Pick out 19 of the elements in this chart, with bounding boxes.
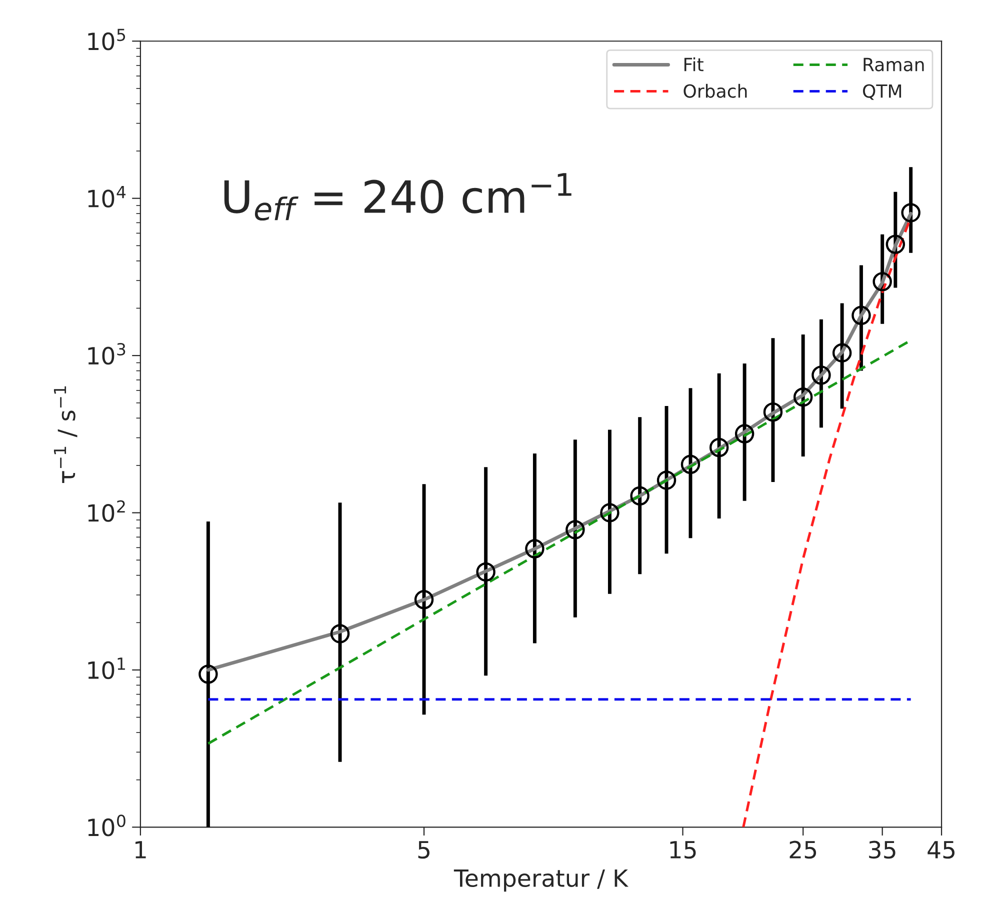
legend-label: QTM	[862, 84, 902, 100]
x-tick-label: 25	[790, 840, 816, 859]
x-tick-label: 5	[418, 841, 430, 859]
y-tick-label: 10$^{1}$	[88, 658, 125, 680]
y-tick-label: 10$^{2}$	[88, 500, 125, 522]
legend-label: Raman	[864, 58, 924, 72]
x-axis-title: Temperatur / K	[454, 870, 628, 892]
x-tick-label: 1	[136, 841, 146, 858]
annotation: U$_{eff}$ = 240 cm$^{−1}$	[224, 173, 572, 221]
y-tick-label: 10$^{5}$	[88, 28, 126, 50]
legend-label: Fit	[684, 57, 704, 72]
y-tick-label: 10$^{0}$	[88, 814, 126, 836]
x-tick-label: 45	[928, 841, 954, 859]
y-tick-label: 10$^{4}$	[88, 186, 126, 208]
y-tick-label: 10$^{3}$	[88, 343, 126, 365]
x-tick-label: 35	[869, 840, 896, 859]
y-axis-title: τ$^{−1}$ / s$^{−1}$	[54, 386, 78, 484]
legend-label: Orbach	[684, 84, 747, 98]
x-tick-label: 15	[670, 841, 696, 859]
